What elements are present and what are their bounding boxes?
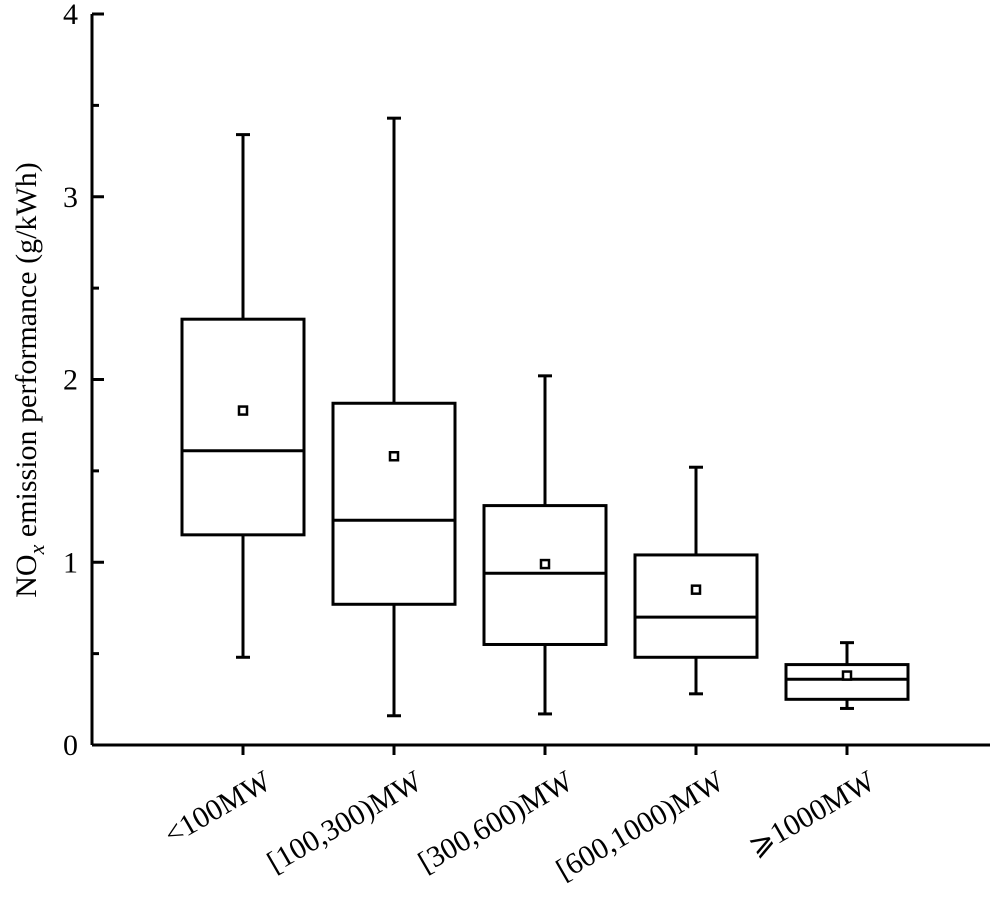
y-label-sub: x: [24, 544, 49, 555]
y-tick-label: 1: [63, 546, 78, 579]
box: [180, 317, 306, 537]
box: [784, 663, 910, 701]
y-tick-label: 4: [63, 0, 78, 31]
box: [482, 504, 608, 646]
x-tick-label: <100MW: [159, 764, 277, 851]
mean-marker: [841, 670, 853, 681]
y-tick-label: 2: [63, 364, 78, 397]
y-tick-label: 3: [63, 181, 78, 214]
y-label-part: NO: [10, 554, 43, 597]
mean-marker: [539, 558, 551, 570]
box: [633, 553, 759, 659]
x-tick-label: ⩾1000MW: [743, 764, 881, 863]
y-label-part: emission performance (g/kWh): [10, 162, 43, 544]
y-tick-label: 0: [63, 729, 78, 762]
y-axis-label: NOx emission performance (g/kWh): [10, 162, 49, 597]
mean-marker: [388, 451, 400, 462]
x-tick-label: [100,300)MW: [262, 764, 428, 879]
mean-marker: [690, 584, 702, 595]
x-tick-label: [600,1000)MW: [551, 764, 730, 887]
box: [331, 401, 457, 606]
mean-marker: [237, 405, 249, 416]
